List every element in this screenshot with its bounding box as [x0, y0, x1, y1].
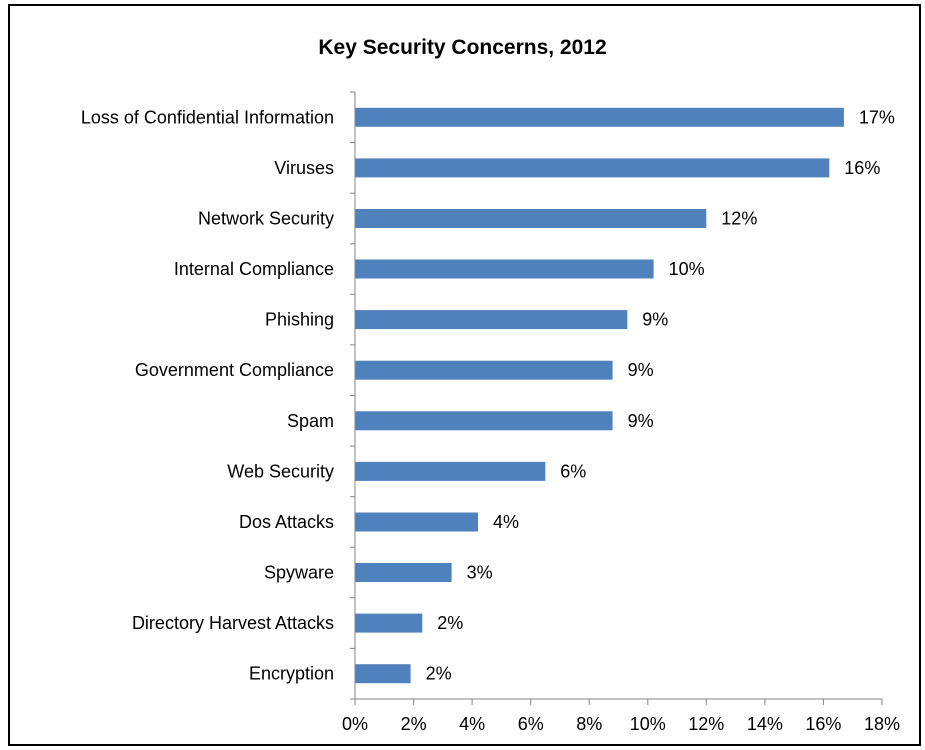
category-label: Loss of Confidential Information [81, 107, 334, 127]
bar [355, 310, 628, 330]
x-tick-label: 16% [805, 714, 841, 734]
bar [355, 411, 613, 431]
data-label: 4% [493, 512, 519, 532]
category-label: Spyware [264, 563, 334, 583]
data-label: 17% [859, 107, 895, 127]
data-label: 16% [844, 158, 880, 178]
chart-title: Key Security Concerns, 2012 [318, 36, 607, 59]
x-tick-label: 10% [630, 714, 666, 734]
x-tick-label: 0% [342, 714, 368, 734]
bars-layer [355, 107, 844, 684]
bar [355, 259, 654, 279]
category-label: Internal Compliance [174, 259, 334, 279]
data-label: 9% [628, 360, 654, 380]
x-tick-label: 12% [688, 714, 724, 734]
axis-layer [350, 91, 883, 705]
x-tick-label: 18% [864, 714, 900, 734]
labels-layer: Loss of Confidential Information 17% Virus… [81, 107, 900, 734]
x-tick-label: 14% [747, 714, 783, 734]
category-label: Network Security [198, 209, 334, 229]
bar [355, 209, 707, 228]
category-label: Spam [287, 411, 334, 431]
data-label: 6% [560, 461, 586, 481]
category-label: Viruses [274, 158, 334, 178]
category-label: Government Compliance [135, 360, 334, 380]
data-label: 2% [437, 613, 463, 633]
bar [355, 613, 423, 633]
x-tick-label: 4% [459, 714, 485, 734]
category-label: Dos Attacks [239, 512, 334, 532]
data-label: 3% [467, 563, 493, 583]
bar [355, 461, 546, 481]
x-tick-label: 2% [401, 714, 427, 734]
bar [355, 664, 411, 684]
bar [355, 107, 844, 127]
data-label: 9% [628, 411, 654, 431]
bar [355, 158, 830, 178]
data-label: 9% [642, 310, 668, 330]
x-tick-label: 8% [576, 714, 602, 734]
bar [355, 563, 452, 582]
bar [355, 360, 613, 380]
x-tick-label: 6% [518, 714, 544, 734]
category-label: Web Security [227, 461, 334, 481]
category-label: Phishing [265, 310, 334, 330]
category-label: Encryption [249, 664, 334, 684]
data-label: 12% [721, 209, 757, 229]
category-label: Directory Harvest Attacks [132, 613, 334, 633]
data-label: 10% [669, 259, 705, 279]
bar [355, 512, 478, 532]
data-label: 2% [426, 664, 452, 684]
